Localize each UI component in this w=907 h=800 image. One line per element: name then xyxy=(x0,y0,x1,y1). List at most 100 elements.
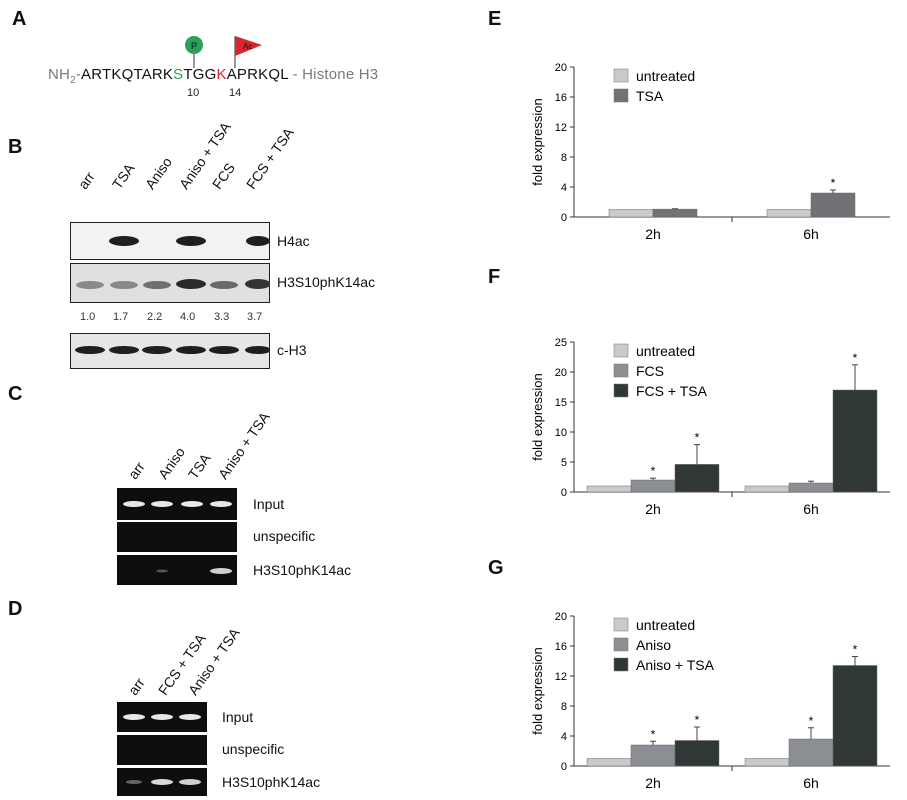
x-tick-label: 6h xyxy=(803,501,819,517)
y-tick-label: 5 xyxy=(561,457,567,469)
bar xyxy=(788,738,834,767)
blot-label: H3S10phK14ac xyxy=(277,274,376,290)
y-tick-label: 16 xyxy=(555,641,567,653)
bar xyxy=(652,208,698,218)
bar xyxy=(674,740,720,767)
bar xyxy=(744,758,790,767)
y-tick-label: 10 xyxy=(555,427,567,439)
seq-before-s: ARTKQTARK xyxy=(81,66,174,83)
significance-mark: * xyxy=(853,643,858,657)
acetyl-mark: Ac xyxy=(243,42,252,51)
x-tick-label: 6h xyxy=(803,775,819,791)
legend-swatch xyxy=(613,617,629,632)
c-lane-label: arr xyxy=(124,458,148,482)
bar xyxy=(744,485,790,493)
y-tick-label: 8 xyxy=(561,701,567,713)
legend-swatch xyxy=(613,343,629,358)
nh2-dash: - xyxy=(75,66,82,83)
c-lane-label: TSA xyxy=(184,450,214,482)
gel-d-unspecific xyxy=(117,735,207,765)
gel-label: Input xyxy=(253,496,285,512)
y-tick-label: 20 xyxy=(555,62,567,74)
bar xyxy=(766,209,812,218)
blot-label: c-H3 xyxy=(277,342,307,358)
c-lane-label: Aniso xyxy=(154,444,189,482)
seq-after-k: APRKQL xyxy=(226,66,289,83)
d-lane-label: arr xyxy=(124,674,148,698)
panel-letter-a: A xyxy=(12,8,27,30)
y-tick-label: 15 xyxy=(555,397,567,409)
y-tick-label: 4 xyxy=(561,182,567,194)
b-lane-label: Aniso xyxy=(141,154,176,192)
gel-c-h3s10phk14ac xyxy=(117,555,237,585)
y-axis-label: fold expression xyxy=(530,647,545,734)
y-tick-label: 0 xyxy=(561,487,567,499)
chart-g: fold expression 0 4 8 12 16 20 * * 2h * * 6h untreate… xyxy=(530,611,890,791)
seq-suffix: - Histone H3 xyxy=(288,66,379,83)
phospho-mark: P xyxy=(191,41,197,51)
legend-swatch xyxy=(613,88,629,103)
x-tick-label: 2h xyxy=(645,501,661,517)
significance-mark: * xyxy=(695,431,700,445)
seq-serine: S xyxy=(173,66,184,83)
blot-label: H4ac xyxy=(277,233,310,249)
gel-d-h3s10phk14ac xyxy=(117,768,207,796)
bar xyxy=(832,665,878,767)
y-tick-label: 20 xyxy=(555,367,567,379)
panel-letter-c: C xyxy=(8,383,23,405)
chart-e: fold expression 0 4 8 12 16 20 2h * 6h untreated TS… xyxy=(530,62,890,242)
bar xyxy=(832,389,878,493)
panel-letter-d: D xyxy=(8,598,23,620)
legend-entry: TSA xyxy=(636,88,664,104)
significance-mark: * xyxy=(651,464,656,478)
y-axis-label: fold expression xyxy=(530,373,545,460)
quant-value: 4.0 xyxy=(180,311,196,323)
c-lane-label: Aniso + TSA xyxy=(214,408,273,482)
quant-value: 1.0 xyxy=(80,311,96,323)
seq-between: TGG xyxy=(183,66,217,83)
bar xyxy=(630,744,676,767)
significance-mark: * xyxy=(831,176,836,190)
bar xyxy=(586,485,632,493)
y-axis-label: fold expression xyxy=(530,98,545,185)
phospho-icon xyxy=(185,36,203,54)
gel-label: H3S10phK14ac xyxy=(222,774,321,790)
quant-value: 3.3 xyxy=(214,311,230,323)
panel-letter-b: B xyxy=(8,136,23,158)
bar xyxy=(630,479,676,493)
seq-lysine: K xyxy=(216,66,227,83)
blot-h3s10phk14ac xyxy=(70,263,270,303)
y-tick-label: 25 xyxy=(555,337,567,349)
legend-swatch xyxy=(613,657,629,672)
legend-swatch xyxy=(613,383,629,398)
significance-mark: * xyxy=(853,351,858,365)
b-lane-label: arr xyxy=(74,168,98,192)
legend-entry: Aniso + TSA xyxy=(636,657,715,673)
b-lane-label: FCS xyxy=(208,159,239,192)
quant-value: 3.7 xyxy=(247,311,263,323)
legend-entry: untreated xyxy=(636,68,695,84)
legend-entry: Aniso xyxy=(636,637,671,653)
gel-label: H3S10phK14ac xyxy=(253,562,352,578)
b-lane-label: TSA xyxy=(108,160,138,192)
position-10: 10 xyxy=(187,87,200,99)
bar xyxy=(586,758,632,767)
legend-swatch xyxy=(613,68,629,83)
x-tick-label: 2h xyxy=(645,226,661,242)
gel-label: Input xyxy=(222,709,254,725)
modification-marks: P xyxy=(185,36,203,68)
gel-label: unspecific xyxy=(253,528,316,544)
legend-entry: untreated xyxy=(636,617,695,633)
panel-letter-f: F xyxy=(488,266,501,288)
gel-label: unspecific xyxy=(222,741,285,757)
panel-letter-e: E xyxy=(488,8,502,30)
acetyl-flag-icon xyxy=(235,36,262,56)
legend-entry: FCS xyxy=(636,363,664,379)
bar xyxy=(788,482,834,493)
significance-mark: * xyxy=(809,714,814,728)
quant-value: 2.2 xyxy=(147,311,163,323)
y-tick-label: 20 xyxy=(555,611,567,623)
bar xyxy=(810,192,856,218)
nh2-sub: 2 xyxy=(70,75,76,86)
legend-swatch xyxy=(613,363,629,378)
